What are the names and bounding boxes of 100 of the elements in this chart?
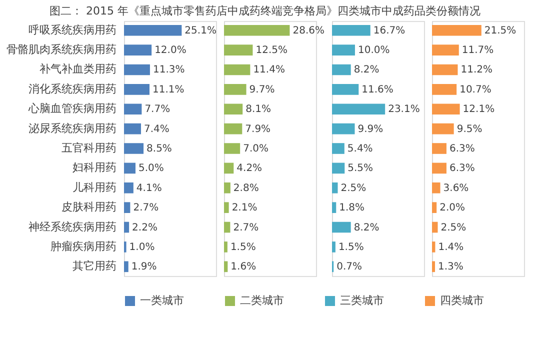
bar: [432, 261, 435, 272]
bar: [124, 261, 128, 272]
data-label: 1.6%: [230, 262, 256, 273]
data-label: 6.3%: [449, 163, 475, 174]
data-label: 7.7%: [144, 104, 170, 116]
bar: [124, 64, 150, 76]
data-label: 11.2%: [460, 64, 493, 76]
data-label: 2.8%: [233, 182, 259, 194]
bar: [332, 202, 336, 213]
data-label: 10.7%: [460, 84, 492, 96]
y-tick-label: 皮肤科用药: [62, 200, 116, 214]
y-tick-label: 儿科用药: [72, 180, 116, 194]
bar: [432, 202, 437, 213]
bar: [332, 24, 370, 36]
bar: [432, 84, 457, 95]
data-label: 11.7%: [462, 45, 494, 56]
data-label: 7.4%: [144, 124, 170, 135]
bar: [432, 104, 460, 115]
bar: [224, 222, 230, 233]
data-label: 4.2%: [236, 163, 262, 174]
data-label: 11.4%: [253, 64, 285, 76]
bar: [224, 182, 230, 194]
data-label: 2.7%: [133, 202, 159, 214]
bar: [224, 104, 243, 115]
y-tick-label: 心脑血管疾病用药: [28, 102, 116, 116]
data-label: 5.0%: [138, 163, 164, 174]
data-label: 12.0%: [154, 45, 186, 56]
bar: [332, 123, 355, 134]
bar: [224, 123, 242, 134]
bar: [432, 143, 446, 154]
data-label: 2.7%: [233, 222, 259, 234]
bar: [124, 143, 144, 154]
y-tick-label: 消化系统疾病用药: [28, 82, 116, 96]
data-label: 8.5%: [146, 144, 172, 154]
bar: [224, 242, 228, 252]
bar: [432, 24, 482, 36]
y-tick-label: 呼吸系统疾病用药: [28, 23, 116, 36]
bar: [224, 162, 234, 174]
bar: [224, 202, 229, 213]
bar: [124, 202, 130, 213]
data-label: 23.1%: [388, 104, 420, 116]
data-label: 28.6%: [292, 25, 324, 36]
bar: [124, 182, 134, 194]
bar: [332, 44, 355, 56]
bar: [332, 84, 359, 95]
data-label: 1.5%: [230, 242, 256, 253]
data-label: 9.5%: [456, 124, 482, 135]
bar: [432, 222, 438, 233]
bar: [124, 123, 142, 134]
y-tick-label: 其它用药: [72, 260, 116, 273]
bar: [124, 84, 150, 95]
bar: [124, 222, 130, 233]
data-label: 4.1%: [136, 182, 162, 194]
legend-label: 三类城市: [340, 294, 384, 307]
y-tick-label: 肿瘤疾病用药: [50, 240, 116, 253]
data-label: 1.5%: [338, 242, 364, 253]
data-label: 11.3%: [152, 64, 185, 76]
data-label: 2.5%: [440, 222, 466, 234]
data-label: 10.0%: [358, 45, 390, 56]
data-label: 2.5%: [340, 182, 366, 194]
bar: [124, 24, 182, 36]
bar: [332, 242, 336, 252]
data-label: 21.5%: [484, 25, 516, 36]
legend-label: 四类城市: [440, 294, 484, 307]
bar: [432, 182, 440, 194]
bar: [124, 104, 142, 115]
y-tick-label: 神经系统疾病用药: [28, 220, 116, 234]
data-label: 3.6%: [443, 182, 469, 194]
bar: [224, 143, 240, 154]
bar: [432, 64, 458, 76]
data-label: 25.1%: [184, 25, 216, 36]
bar: [224, 44, 253, 56]
data-label: 2.0%: [440, 202, 465, 214]
legend-label: 一类城市: [140, 294, 184, 307]
data-label: 1.0%: [129, 242, 155, 253]
bar: [224, 24, 290, 36]
data-label: 5.4%: [347, 144, 373, 154]
data-label: 11.6%: [362, 84, 394, 96]
data-label: 9.7%: [249, 84, 275, 96]
bar: [432, 123, 454, 134]
bar: [224, 84, 246, 95]
y-tick-label: 泌尿系统疾病用药: [28, 122, 116, 135]
data-label: 1.9%: [131, 262, 157, 273]
bar: [332, 222, 351, 233]
data-label: 7.0%: [243, 144, 268, 154]
text: 图二： 2015 年《重点城市零售药店中成药终端竞争格局》四类城市中成药品类份额情况: [50, 4, 480, 18]
bar: [124, 44, 152, 56]
bar: [224, 64, 250, 76]
bar: [332, 162, 345, 174]
data-label: 0.7%: [336, 262, 362, 273]
y-tick-label: 妇科用药: [72, 161, 116, 174]
bar: [332, 104, 386, 115]
data-label: 8.2%: [354, 64, 380, 76]
bar: [332, 143, 344, 154]
y-tick-label: 补气补血类用药: [40, 62, 116, 76]
bar: [124, 162, 136, 174]
data-label: 2.1%: [232, 202, 258, 214]
data-label: 8.1%: [246, 104, 272, 116]
data-label: 1.4%: [438, 242, 464, 253]
data-label: 1.3%: [438, 262, 464, 273]
